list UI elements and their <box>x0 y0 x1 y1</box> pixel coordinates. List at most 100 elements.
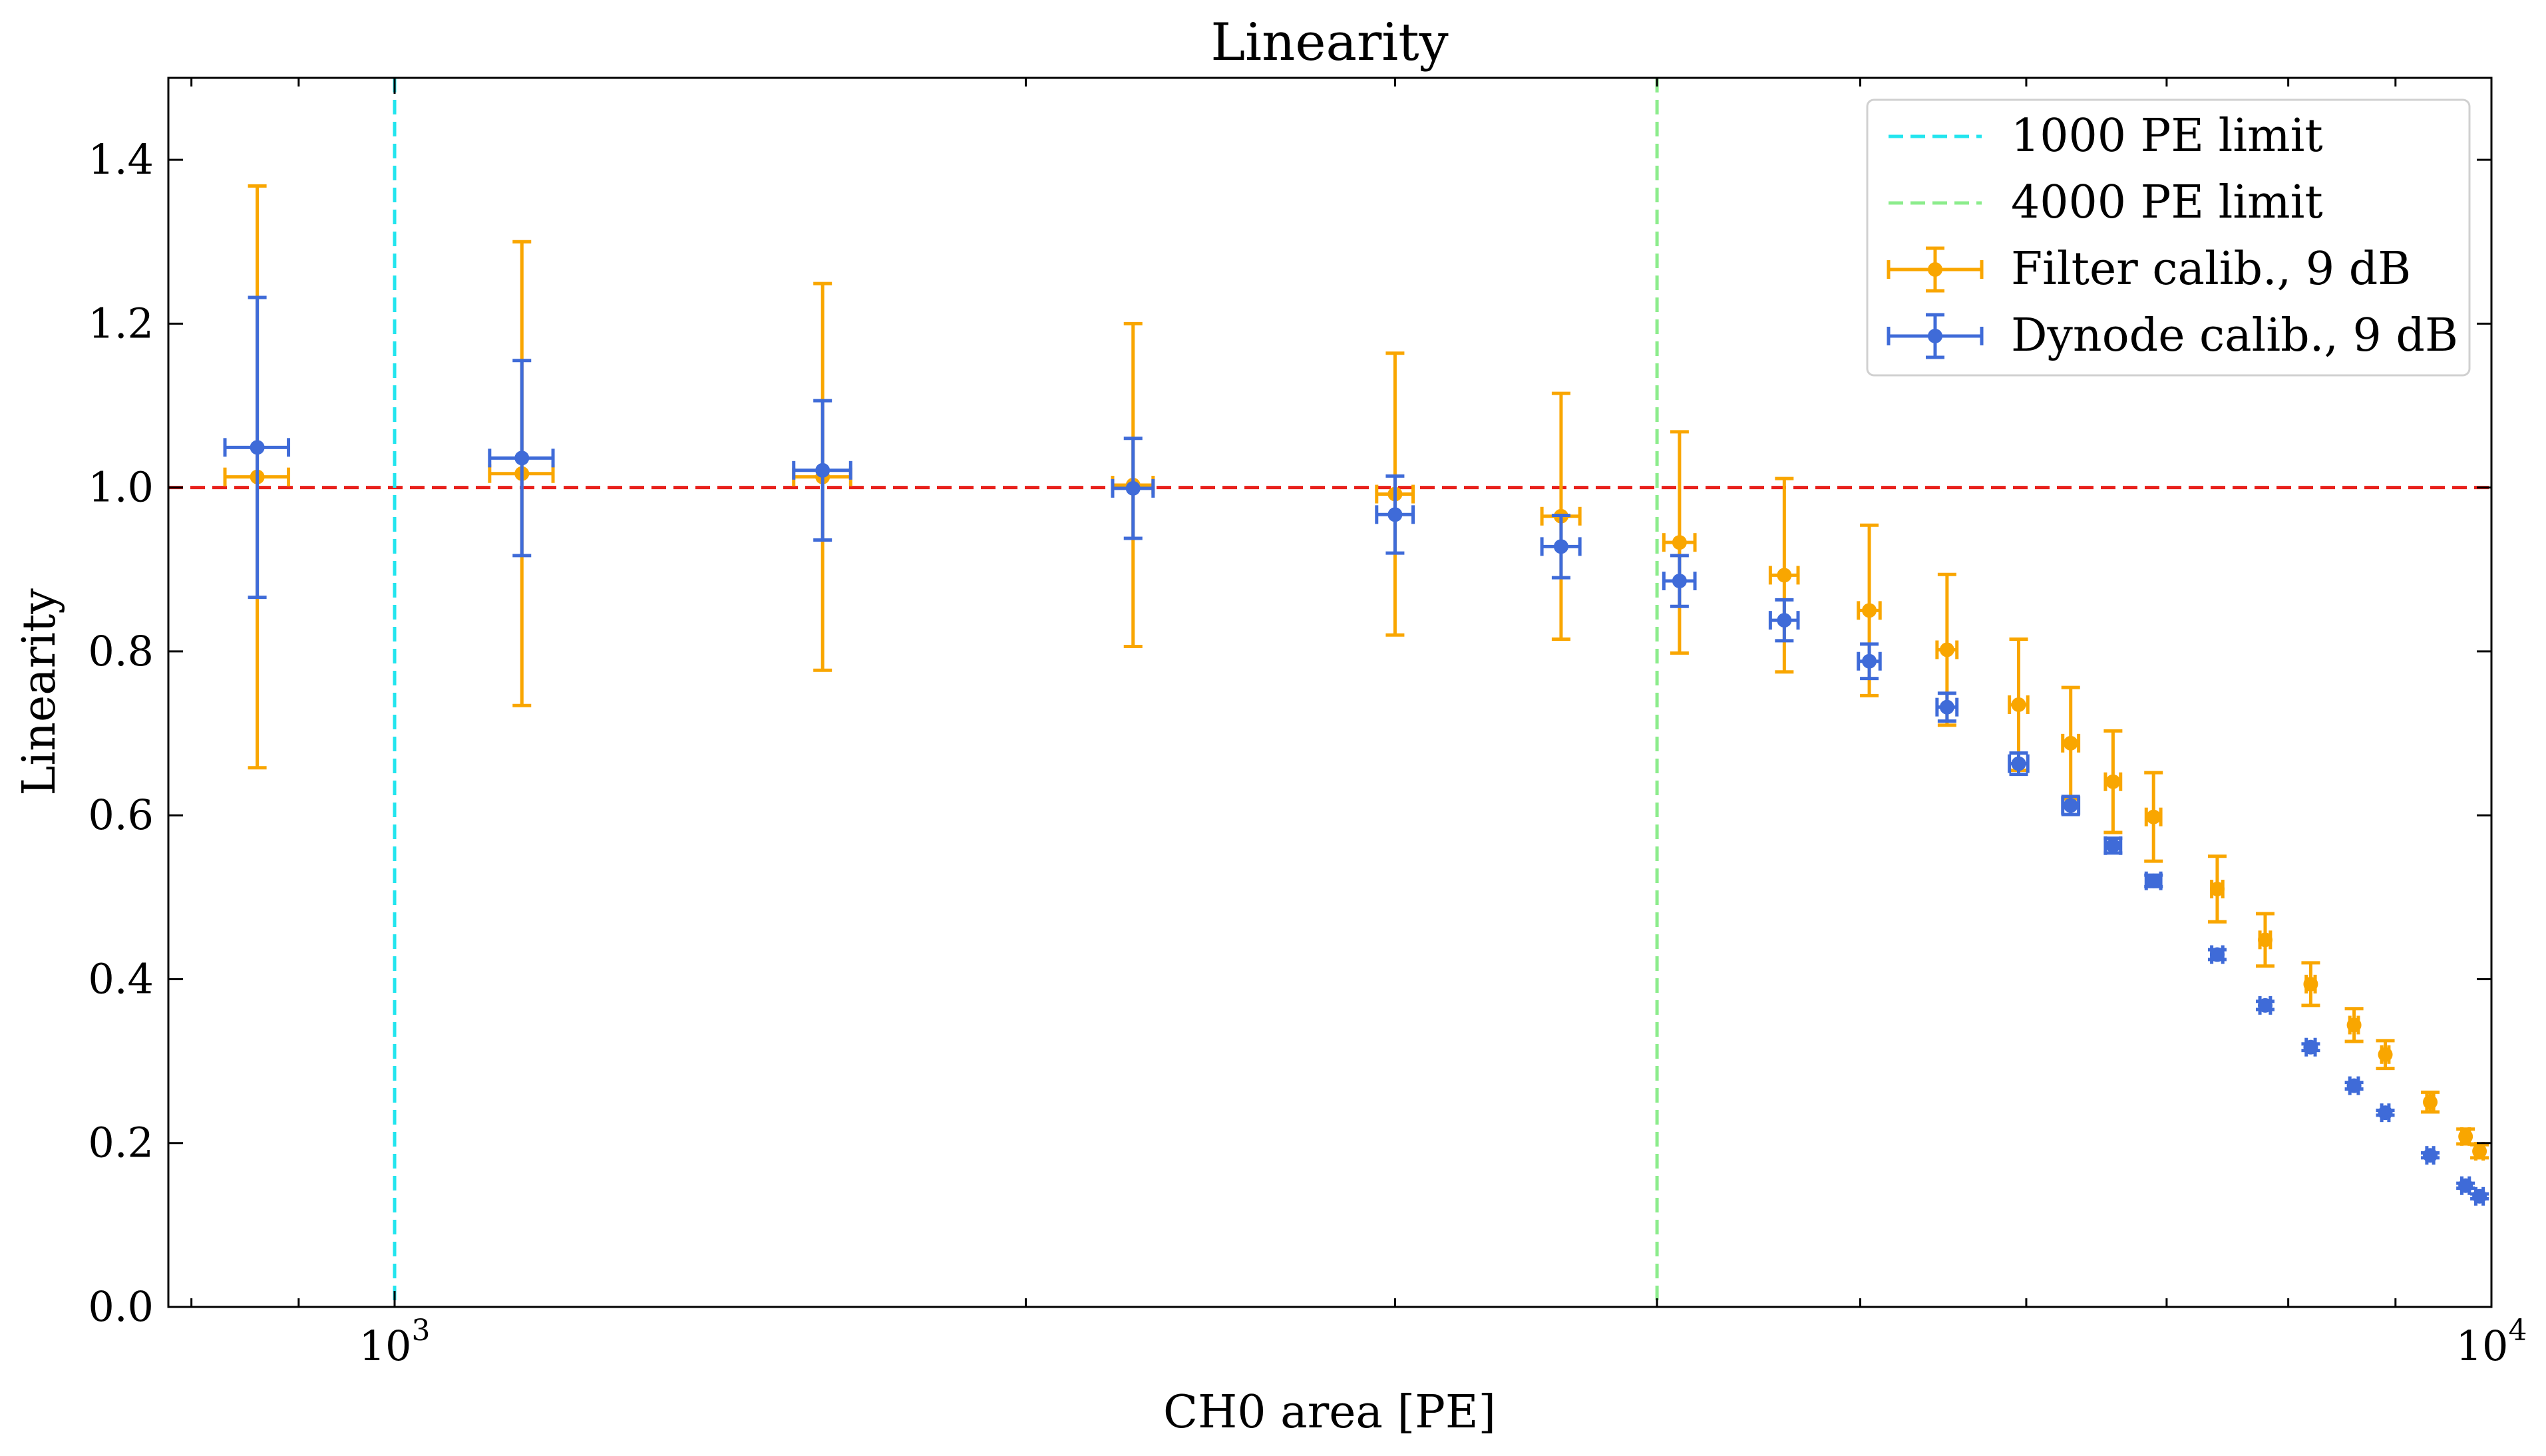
data-point <box>223 295 291 600</box>
data-point <box>2376 1039 2395 1071</box>
data-point <box>1662 554 1697 608</box>
marker <box>2105 838 2121 853</box>
data-point <box>2144 871 2163 890</box>
marker <box>2146 809 2161 824</box>
data-point <box>1768 598 1800 643</box>
data-point <box>2207 945 2227 964</box>
series-dynode <box>223 295 2489 1206</box>
y-tick-label: 1.4 <box>88 135 154 184</box>
plot-frame <box>167 77 2493 1308</box>
data-point <box>2301 1037 2320 1057</box>
data-point <box>2008 751 2030 777</box>
marker <box>2303 1039 2318 1055</box>
marker <box>2423 1148 2438 1163</box>
data-point <box>1111 437 1155 540</box>
marker <box>1553 539 1568 554</box>
legend-swatch-marker <box>1928 262 1942 277</box>
marker <box>2458 1129 2473 1144</box>
legend-entry: Dynode calib., 9 dB <box>1887 309 2458 362</box>
y-tick-label: 1.2 <box>88 299 154 347</box>
data-point <box>2456 1176 2475 1195</box>
marker <box>2146 873 2161 888</box>
marker <box>1125 480 1141 496</box>
data-point <box>2207 854 2227 924</box>
marker <box>2378 1047 2393 1062</box>
data-point <box>2456 1127 2475 1146</box>
marker <box>1672 574 1687 589</box>
marker <box>1939 699 1954 715</box>
data-point <box>1540 514 1582 580</box>
marker <box>2063 798 2078 813</box>
marker <box>2472 1144 2487 1159</box>
x-tick-label: 103 <box>359 1314 431 1370</box>
data-point <box>2255 912 2274 968</box>
marker <box>1387 507 1403 522</box>
marker <box>2257 932 2273 948</box>
marker <box>2458 1178 2473 1193</box>
marker <box>1862 603 1877 618</box>
chart-title: Linearity <box>1210 13 1448 73</box>
data-point <box>1662 430 1697 655</box>
marker <box>1777 613 1792 628</box>
marker <box>2011 756 2026 771</box>
legend-label: Dynode calib., 9 dB <box>2011 309 2458 362</box>
y-axis-label: Linearity <box>13 588 66 796</box>
y-tick-label: 0.0 <box>88 1282 154 1331</box>
marker <box>2209 947 2225 962</box>
legend-box <box>1866 98 2471 377</box>
y-tick-label: 1.0 <box>88 463 154 512</box>
marker <box>1777 568 1792 583</box>
marker <box>2209 882 2225 897</box>
marker <box>250 440 265 455</box>
marker <box>1862 653 1877 669</box>
data-point <box>488 359 555 558</box>
marker <box>2472 1188 2487 1204</box>
data-point <box>1375 474 1415 555</box>
marker <box>1939 642 1954 657</box>
data-point <box>2421 1090 2440 1114</box>
data-point <box>2103 836 2123 855</box>
legend-label: Filter calib., 9 dB <box>2011 243 2411 295</box>
data-point <box>1935 691 1959 723</box>
data-point <box>2421 1146 2440 1165</box>
data-point <box>792 399 852 542</box>
series-filter <box>223 184 2489 1161</box>
marker <box>2063 735 2078 751</box>
marker <box>2105 774 2121 789</box>
legend-entry: 1000 PE limit <box>1889 110 2323 162</box>
legend-swatch-marker <box>1928 329 1942 343</box>
marker <box>2423 1095 2438 1110</box>
marker <box>2346 1078 2362 1093</box>
legend-label: 1000 PE limit <box>2011 110 2323 162</box>
marker <box>2257 998 2273 1013</box>
data-point <box>2144 771 2163 863</box>
marker <box>2303 976 2318 992</box>
legend-entry: 4000 PE limit <box>1889 176 2323 229</box>
x-axis-label: CH0 area [PE] <box>1163 1386 1496 1439</box>
marker <box>815 462 830 478</box>
axis-ticks: 0.0 0.2 0.4 0.6 0.8 1.0 1.2 1.4 103 104 <box>88 78 2527 1370</box>
y-tick-label: 0.2 <box>88 1119 154 1167</box>
x-tick-label: 104 <box>2456 1314 2527 1370</box>
data-point <box>2376 1103 2395 1123</box>
marker <box>2378 1105 2393 1121</box>
data-point <box>1857 642 1882 681</box>
legend-label: 4000 PE limit <box>2011 176 2323 229</box>
legend-entry: Filter calib., 9 dB <box>1887 243 2411 295</box>
data-point <box>2344 1007 2364 1043</box>
legend-items: 1000 PE limit 4000 PE limit Filter calib.,… <box>1887 110 2458 362</box>
y-tick-label: 0.6 <box>88 791 154 839</box>
marker <box>1672 535 1687 550</box>
legend: 1000 PE limit 4000 PE limit Filter calib.,… <box>1866 98 2471 377</box>
y-tick-label: 0.4 <box>88 954 154 1003</box>
marker <box>514 451 530 466</box>
marker <box>2011 697 2026 712</box>
data-point <box>2470 1142 2489 1161</box>
data-point <box>2301 961 2320 1007</box>
data-series <box>223 184 2489 1206</box>
data-point <box>2061 795 2081 817</box>
data-point <box>2470 1186 2489 1206</box>
marker <box>2346 1017 2362 1033</box>
reference-lines <box>168 78 2491 1307</box>
